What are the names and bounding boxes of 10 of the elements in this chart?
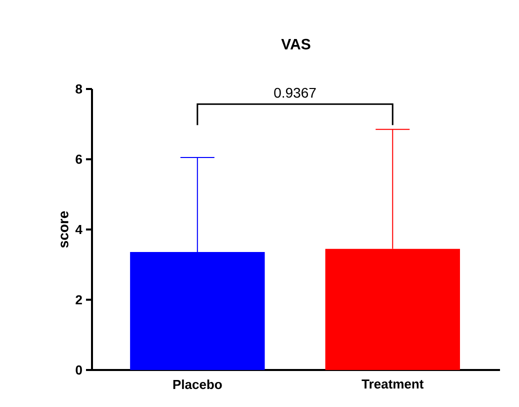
chart-title: VAS xyxy=(281,38,310,50)
y-axis-title: score xyxy=(60,211,68,248)
y-tick-label: 8 xyxy=(76,84,82,94)
x-tick-label: Treatment xyxy=(362,380,424,389)
x-tick-label: Placebo xyxy=(173,380,222,390)
y-tick-label: 2 xyxy=(76,295,82,304)
annotation: 0.9367 xyxy=(274,88,316,98)
y-tick-label: 0 xyxy=(76,365,82,375)
y-tick-label: 6 xyxy=(76,154,82,164)
y-tick-label: 4 xyxy=(75,225,82,234)
